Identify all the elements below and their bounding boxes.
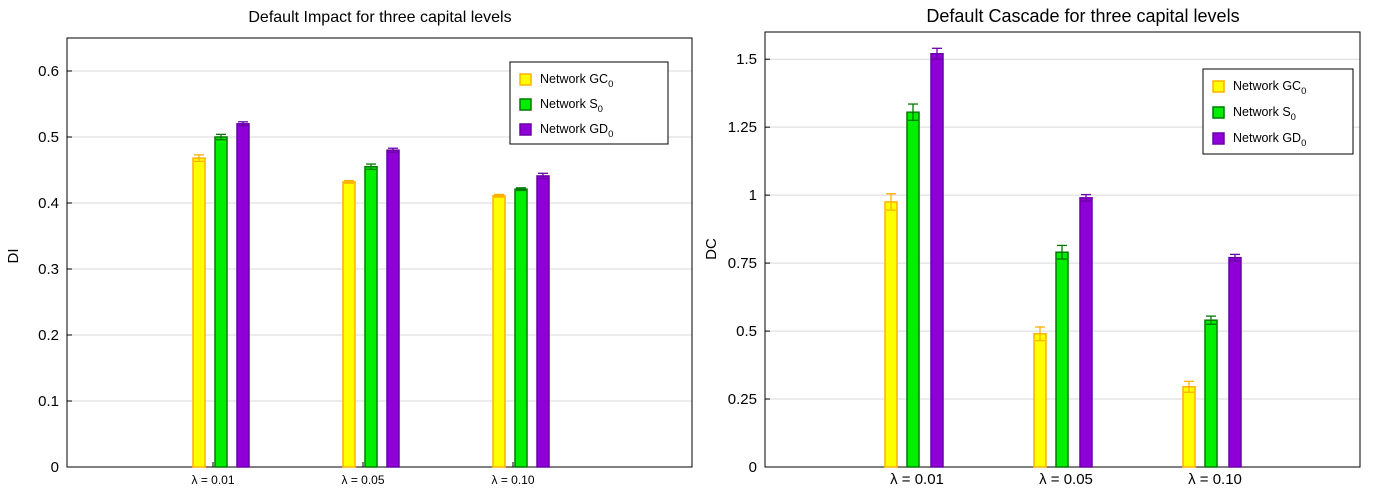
y-tick-label: 1 [749,187,757,204]
legend-swatch [1212,80,1225,93]
x-tick-label: λ = 0.05 [341,473,384,487]
legend-name: Network GD [1233,131,1301,145]
y-tick-label: 0.1 [38,393,59,410]
legend-subscript: 0 [1291,112,1296,123]
legend-subscript: 0 [608,129,613,140]
y-axis-label: DI [5,249,22,264]
bar [1182,386,1196,468]
legend-swatch [519,98,532,111]
bar [492,194,506,468]
plot-area [66,37,693,468]
y-tick-label: 0.75 [728,255,757,272]
default-cascade-chart: Default Cascade for three capital levels… [703,6,1361,488]
legend-label: Network GD0 [540,122,613,140]
y-tick-label: 0 [51,459,59,476]
chart-title: Default Impact for three capital levels [248,9,511,26]
bar [536,175,550,468]
bar [342,181,356,468]
legend-subscript: 0 [598,104,603,115]
x-tick-label: λ = 0.01 [191,473,234,487]
y-tick-label: 0.25 [728,391,757,408]
y-tick-label: 1.25 [728,119,757,136]
bar [386,149,400,468]
bar [1055,251,1069,468]
bar [236,123,250,468]
legend-swatch [519,73,532,86]
y-tick-label: 0.4 [38,195,59,212]
legend-label: Network GC0 [1233,79,1306,97]
legend [1202,68,1354,155]
legend-subscript: 0 [608,79,613,90]
bar [192,157,206,468]
bar [364,165,378,468]
legend-subscript: 0 [1301,86,1306,97]
x-tick-label: λ = 0.10 [1188,471,1242,488]
legend-name: Network S [1233,105,1291,119]
legend [509,61,669,145]
legend-swatch [1212,106,1225,119]
legend-subscript: 0 [1301,138,1306,149]
y-tick-label: 0.2 [38,327,59,344]
bar [214,136,228,468]
bar [1033,333,1047,468]
y-tick-label: 0.6 [38,63,59,80]
y-tick-label: 0 [749,459,757,476]
bar [930,53,944,468]
legend-swatch [519,123,532,136]
x-tick-label: λ = 0.10 [491,473,534,487]
y-tick-label: 0.3 [38,261,59,278]
y-tick-label: 0.5 [38,129,59,146]
legend-name: Network S [540,97,598,111]
legend-label: Network GD0 [1233,131,1306,149]
legend-label: Network S0 [1233,105,1296,123]
bar [1228,256,1242,468]
x-tick-label: λ = 0.01 [890,471,944,488]
bar [1204,319,1218,468]
bar [1079,197,1093,468]
y-tick-label: 0.5 [736,323,757,340]
legend-name: Network GC [540,72,608,86]
x-tick-label: λ = 0.05 [1039,471,1093,488]
bar [514,188,528,468]
legend-name: Network GC [1233,79,1301,93]
y-tick-label: 1.5 [736,51,757,68]
bar [884,201,898,468]
y-axis-label: DC [703,238,720,260]
chart-title: Default Cascade for three capital levels [926,6,1239,26]
legend-swatch [1212,132,1225,145]
legend-label: Network GC0 [540,72,613,90]
default-impact-chart: Default Impact for three capital levels 0… [5,9,693,487]
legend-label: Network S0 [540,97,603,115]
bar [906,111,920,468]
legend-name: Network GD [540,122,608,136]
